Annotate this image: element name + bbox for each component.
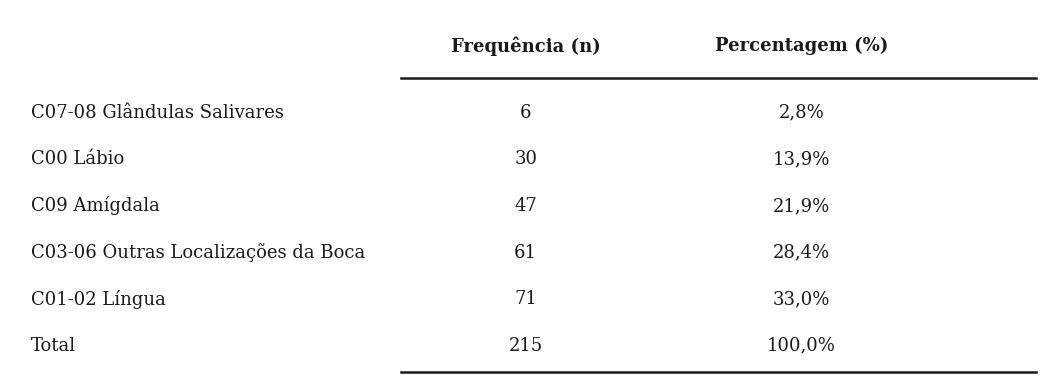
Text: 33,0%: 33,0% <box>772 290 831 308</box>
Text: Frequência (n): Frequência (n) <box>451 36 601 56</box>
Text: 100,0%: 100,0% <box>767 337 836 355</box>
Text: 71: 71 <box>514 290 537 308</box>
Text: 2,8%: 2,8% <box>779 104 824 122</box>
Text: C07-08 Glândulas Salivares: C07-08 Glândulas Salivares <box>31 104 284 122</box>
Text: 215: 215 <box>509 337 542 355</box>
Text: 13,9%: 13,9% <box>772 150 831 168</box>
Text: 30: 30 <box>514 150 537 168</box>
Text: C00 Lábio: C00 Lábio <box>31 150 125 168</box>
Text: 6: 6 <box>519 104 532 122</box>
Text: C03-06 Outras Localizações da Boca: C03-06 Outras Localizações da Boca <box>31 243 365 262</box>
Text: Percentagem (%): Percentagem (%) <box>715 37 888 55</box>
Text: Total: Total <box>31 337 76 355</box>
Text: 47: 47 <box>514 197 537 215</box>
Text: C01-02 Língua: C01-02 Língua <box>31 290 167 309</box>
Text: 28,4%: 28,4% <box>773 243 830 262</box>
Text: 61: 61 <box>514 243 537 262</box>
Text: C09 Amígdala: C09 Amígdala <box>31 196 160 215</box>
Text: 21,9%: 21,9% <box>773 197 830 215</box>
